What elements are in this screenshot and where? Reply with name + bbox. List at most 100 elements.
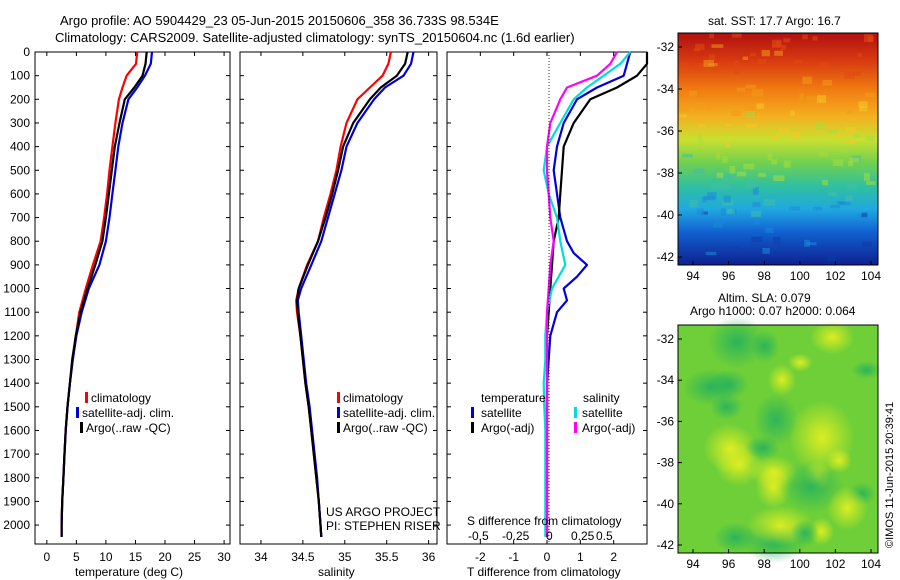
- sst-texture-cell: [853, 134, 862, 138]
- s-diff-tick-05: 0.5: [596, 529, 613, 543]
- x-tick-label: -1: [508, 550, 519, 564]
- sst-texture-cell: [705, 251, 717, 256]
- credit-line2: PI: STEPHEN RISER: [326, 519, 441, 533]
- figure-title-line2: Climatology: CARS2009. Satellite-adjuste…: [55, 30, 575, 45]
- series-line-argo-adj-: [545, 51, 618, 537]
- sst-texture-cell: [697, 124, 705, 128]
- s-legend-argo-label: Argo(..raw -QC): [343, 421, 428, 435]
- sst-texture-cell: [705, 107, 713, 111]
- depth-tick-label: 1600: [3, 423, 30, 437]
- sst-texture-cell: [771, 159, 778, 165]
- sst-texture-cell: [817, 95, 827, 103]
- temperature-legend: climatology satellite-adj. clim. Argo(..…: [76, 391, 174, 435]
- depth-tick-label: 1200: [3, 329, 30, 343]
- sst-texture-cell: [772, 39, 782, 47]
- sla-map-texture: [683, 316, 881, 564]
- sst-texture-cell: [708, 63, 718, 67]
- x-tick-label: 1: [577, 550, 584, 564]
- sst-texture-cell: [688, 90, 698, 97]
- map-y-tick-label: -34: [657, 373, 675, 387]
- sst-texture-cell: [819, 62, 830, 70]
- sst-texture-cell: [778, 127, 790, 135]
- sst-texture-cell: [725, 208, 735, 214]
- sst-texture-cell: [729, 166, 736, 174]
- sst-texture-cell: [806, 242, 817, 246]
- sla-texture-blob: [708, 316, 766, 368]
- sst-texture-cell: [864, 92, 876, 97]
- sst-texture-cell: [830, 204, 840, 209]
- map-y-tick-label: -40: [657, 497, 675, 511]
- diff-legend-t-satellite-label: satellite: [481, 406, 522, 420]
- sst-texture-cell: [720, 208, 727, 216]
- sst-texture-cell: [863, 173, 870, 181]
- sst-texture-cell: [763, 199, 776, 206]
- sst-texture-cell: [695, 63, 706, 71]
- sst-texture-cell: [680, 62, 689, 69]
- x-tick-label: 5: [73, 550, 80, 564]
- sst-texture-cell: [799, 93, 804, 101]
- map-x-tick-label: 98: [758, 269, 772, 283]
- sst-texture-cell: [846, 138, 855, 144]
- sst-texture-cell: [682, 153, 693, 158]
- sst-texture-cell: [721, 219, 726, 224]
- s-difference-label: S difference from climatology: [467, 514, 622, 528]
- sst-texture-cell: [802, 34, 808, 40]
- depth-tick-label: 1900: [3, 494, 30, 508]
- sst-texture-cell: [698, 140, 703, 148]
- sst-texture-cell: [751, 236, 763, 242]
- sst-texture-cell: [789, 181, 795, 185]
- sst-texture-cell: [722, 156, 728, 163]
- sst-texture-cell: [812, 36, 818, 41]
- sla-texture-blob: [683, 369, 738, 406]
- sst-texture-cell: [794, 59, 802, 64]
- map-x-tick-label: 94: [686, 557, 700, 571]
- sst-texture-cell: [761, 50, 770, 57]
- sst-texture-cell: [861, 212, 868, 218]
- temperature-xlabel: temperature (deg C): [75, 565, 183, 579]
- sst-texture-cell: [745, 84, 756, 89]
- sst-map-texture: [678, 33, 876, 262]
- sst-texture-cell: [711, 44, 724, 48]
- sst-texture-cell: [678, 104, 689, 112]
- sst-texture-cell: [836, 201, 846, 205]
- map-y-tick-label: -38: [657, 456, 675, 470]
- depth-tick-label: 1800: [3, 471, 30, 485]
- depth-tick-label: 800: [10, 234, 30, 248]
- depth-tick-label: 1000: [3, 282, 30, 296]
- map-y-tick-label: -40: [657, 208, 675, 222]
- sst-texture-cell: [828, 192, 837, 196]
- sst-texture-cell: [756, 103, 765, 109]
- sla-texture-blob: [750, 455, 798, 490]
- sst-map-axes: 94 96 98 100 102 104 -32 -34 -36 -38 -40 -42: [657, 40, 882, 283]
- series-line-argo-adj-: [545, 52, 649, 537]
- sla-texture-blob: [851, 361, 881, 379]
- sst-texture-cell: [736, 171, 746, 177]
- sst-texture-cell: [844, 70, 855, 79]
- sst-texture-cell: [805, 96, 818, 102]
- sst-texture-cell: [812, 249, 820, 255]
- sst-texture-cell: [752, 187, 759, 196]
- sst-texture-cell: [725, 141, 731, 148]
- sst-map-frame: [677, 32, 879, 266]
- sst-texture-cell: [783, 38, 791, 43]
- sst-texture-cell: [745, 123, 757, 128]
- series-line-argo-raw-qc-: [295, 51, 409, 537]
- series-line-satellite-adj-clim-: [60, 51, 154, 537]
- salinity-xlabel: salinity: [318, 565, 355, 579]
- map-x-tick-label: 102: [825, 269, 845, 283]
- map-y-tick-label: -42: [657, 250, 675, 264]
- sst-texture-cell: [697, 135, 703, 140]
- figure-title-line1: Argo profile: AO 5904429_23 05-Jun-2015 …: [60, 13, 499, 28]
- s-diff-tick-0: 0: [546, 529, 553, 543]
- sst-texture-cell: [792, 131, 801, 140]
- x-tick-label: 30: [217, 550, 231, 564]
- sst-texture-cell: [762, 248, 770, 254]
- sla-texture-blob: [745, 435, 780, 460]
- x-tick-label: 15: [129, 550, 143, 564]
- diff-legend-t-argo-label: Argo(-adj): [481, 421, 534, 435]
- x-tick-label: 0: [43, 550, 50, 564]
- sst-texture-cell: [752, 201, 761, 208]
- depth-tick-label: 2000: [3, 518, 30, 532]
- sst-texture-cell: [788, 206, 800, 211]
